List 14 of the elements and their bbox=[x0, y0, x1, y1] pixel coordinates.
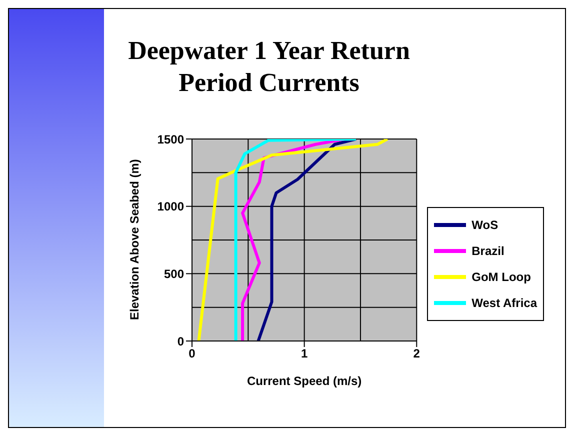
y-tick-label: 1000 bbox=[157, 200, 184, 214]
x-tick-label: 2 bbox=[413, 346, 420, 361]
legend-label: West Africa bbox=[472, 296, 537, 310]
legend-label: WoS bbox=[472, 218, 498, 232]
y-tick-label: 500 bbox=[164, 266, 184, 281]
x-tick-label: 1 bbox=[300, 346, 308, 361]
y-axis-title: Elevation Above Seabed (m) bbox=[127, 159, 142, 320]
y-tick-label: 1500 bbox=[157, 132, 184, 146]
legend-label: GoM Loop bbox=[472, 270, 531, 284]
y-tick-label: 0 bbox=[177, 334, 184, 348]
chart-title: Deepwater 1 Year Return Period Currents bbox=[127, 35, 411, 99]
legend-label: Brazil bbox=[472, 244, 504, 258]
x-axis-title: Current Speed (m/s) bbox=[246, 374, 362, 388]
x-tick-label: 0 bbox=[188, 346, 196, 361]
